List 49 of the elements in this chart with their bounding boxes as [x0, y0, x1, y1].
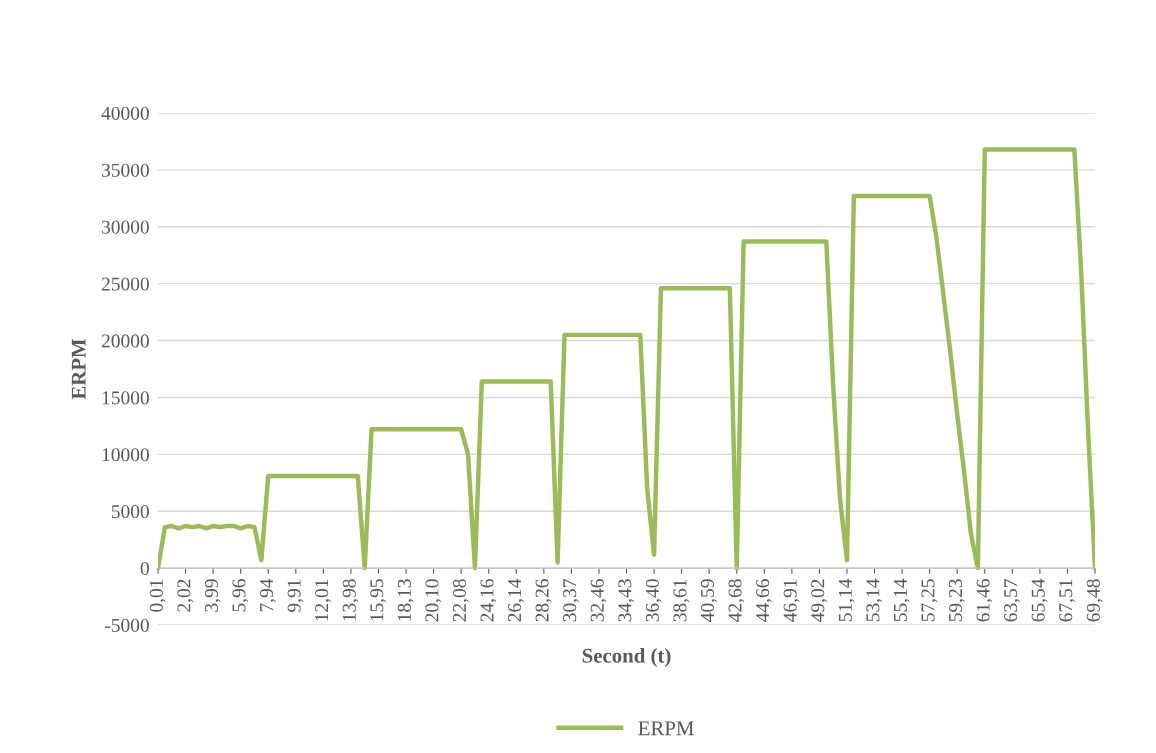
y-tick-label: -5000 [105, 618, 149, 632]
x-tick-label: 61,46 [976, 579, 993, 622]
x-tick-label: 44,66 [756, 579, 772, 622]
x-tick-label: 7,94 [260, 578, 276, 612]
x-tick-label: 51,14 [838, 578, 855, 622]
y-tick-label: 30000 [101, 220, 149, 234]
x-tick-label: 9,91 [287, 579, 304, 612]
x-tick-label: 40,59 [700, 579, 717, 622]
x-tick-label: 63,57 [1004, 579, 1020, 622]
x-tick-label: 18,13 [397, 579, 414, 621]
y-tick-label: 10000 [102, 448, 149, 462]
x-tick-label: 12,01 [315, 579, 332, 621]
x-tick-label: 49,02 [811, 579, 828, 622]
x-tick-label: 36,40 [645, 579, 662, 622]
x-tick-label: 0,01 [149, 579, 166, 612]
x-tick-label: 28,26 [535, 579, 552, 622]
y-tick-label: 40000 [101, 106, 149, 120]
x-tick-label: 67,51 [1059, 579, 1076, 622]
x-tick-label: 5,96 [232, 579, 249, 612]
x-tick-label: 53,14 [866, 578, 883, 622]
x-tick-label: 24,16 [480, 579, 497, 622]
x-tick-label: 13,98 [342, 579, 359, 621]
y-axis-title: ERPM [71, 338, 86, 400]
x-tick-label: 32,46 [590, 579, 607, 622]
x-tick-label: 38,61 [673, 579, 690, 622]
x-axis-title: Second (t) [582, 648, 671, 667]
x-tick-label: 22,08 [452, 579, 469, 622]
y-tick-label: 15000 [102, 391, 149, 405]
x-tick-label: 3,99 [204, 579, 221, 612]
y-tick-label: 0 [140, 561, 149, 576]
x-tick-label: 34,43 [618, 579, 635, 622]
x-tick-label: 65,54 [1031, 578, 1048, 622]
x-tick-label: 55,14 [893, 578, 910, 622]
y-tick-label: 5000 [111, 505, 149, 519]
x-tick-label: 59,23 [949, 579, 965, 622]
x-tick-label: 20,10 [425, 579, 442, 622]
line-series [158, 147, 1095, 571]
x-tick-label: 69,48 [1086, 579, 1103, 622]
y-tick-label: 25000 [101, 277, 149, 291]
x-tick-label: 30,37 [563, 579, 580, 622]
x-tick-label: 15,95 [370, 579, 387, 621]
y-tick-label: 20000 [101, 334, 149, 348]
x-tick-label: 26,14 [508, 578, 524, 622]
x-tick-label: 46,91 [783, 579, 800, 622]
x-tick-label: 2,02 [177, 579, 194, 612]
x-tick-label: 42,68 [728, 579, 745, 622]
x-tick-label: 57,25 [921, 579, 938, 622]
legend-label: ERPM [638, 721, 694, 736]
y-tick-label: 35000 [101, 163, 149, 177]
